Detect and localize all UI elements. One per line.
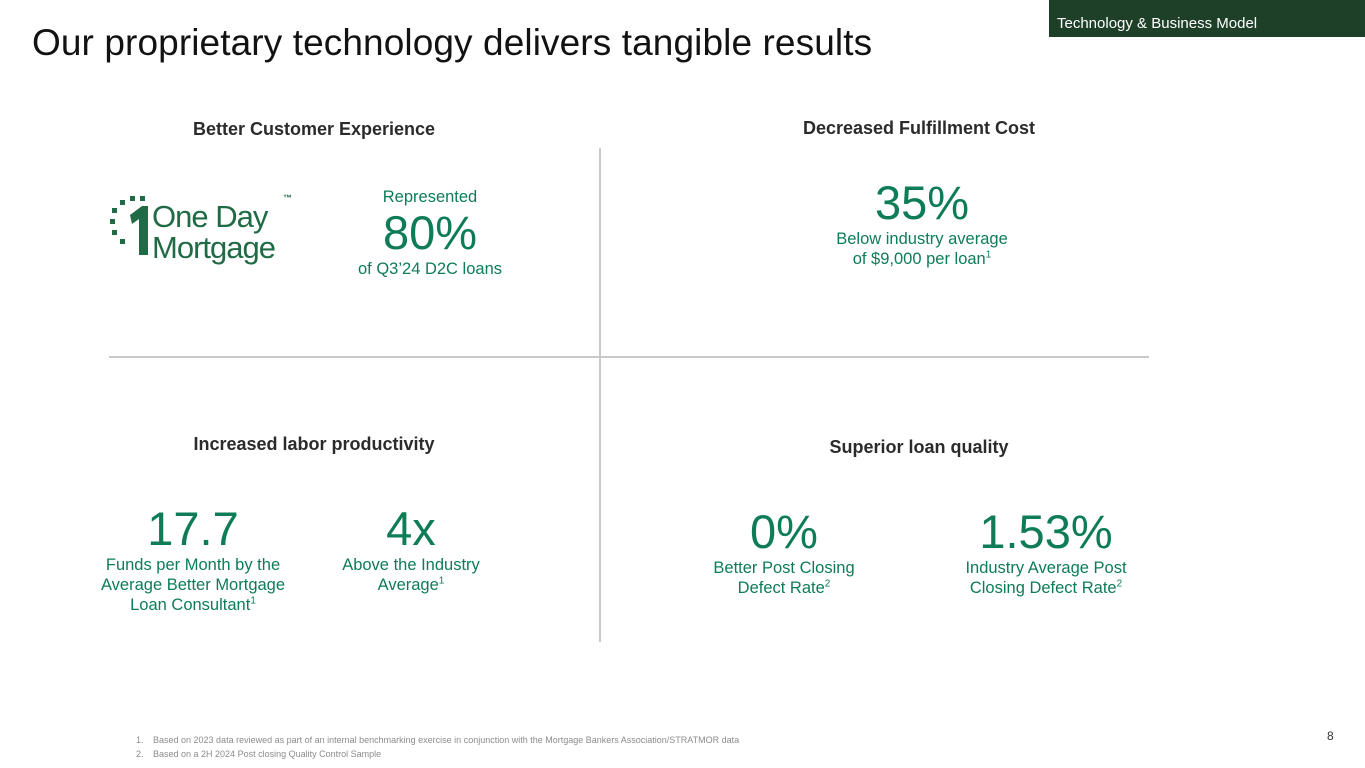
logo-trademark: ™: [283, 193, 292, 203]
loan-quality-heading: Superior loan quality: [829, 437, 1009, 457]
horizontal-divider: [109, 356, 1149, 358]
stat-above-industry: 4x Above the Industry Average1: [342, 503, 480, 595]
footnote-2: 2. Based on a 2H 2024 Post closing Qualit…: [136, 749, 382, 759]
fulfillment-cost-heading: Decreased Fulfillment Cost: [802, 118, 1036, 138]
stat-label: of Q3’24 D2C loans: [358, 260, 502, 278]
section-tag: Technology & Business Model: [1049, 0, 1365, 37]
stat-label-line1: Better Post Closing: [713, 559, 855, 577]
stat-value: 1.53%: [979, 505, 1113, 558]
stat-label-line1: Funds per Month by the: [105, 556, 281, 574]
stat-label-line1: Below industry average: [836, 230, 1008, 248]
stat-pre-label: Represented: [382, 188, 478, 206]
footnote-ref: 2: [824, 578, 831, 590]
labor-productivity-heading: Increased labor productivity: [193, 434, 435, 454]
stat-defect-rate-better: 0% Better Post Closing Defect Rate2: [713, 506, 854, 598]
stat-fulfillment-cost: 35% Below industry average of $9,000 per…: [836, 177, 1008, 269]
logo-text-line1: One Day: [152, 199, 269, 234]
stat-d2c-share: Represented 80% of Q3’24 D2C loans: [358, 187, 502, 279]
stat-value: 4x: [386, 502, 436, 555]
one-day-mortgage-logo: One Day Mortgage ™: [110, 193, 292, 265]
stat-label-line2: Closing Defect Rate2: [969, 578, 1123, 597]
one-day-mortgage-logo-icon: [110, 196, 148, 255]
footnotes: 1. Based on 2023 data reviewed as part of…: [136, 733, 739, 761]
stat-value: 80%: [382, 206, 478, 259]
footnote-1: 1. Based on 2023 data reviewed as part of…: [136, 735, 740, 745]
stat-defect-rate-industry: 1.53% Industry Average Post Closing Defe…: [965, 506, 1126, 598]
footnote-ref: 1: [250, 595, 256, 607]
stat-label-line2: of $9,000 per loan1: [852, 249, 992, 268]
logo-text-line2: Mortgage: [152, 230, 275, 265]
stat-label-line2: Average Better Mortgage: [100, 576, 286, 594]
footnote-ref: 1: [438, 575, 445, 587]
stat-label-line1: Above the Industry: [342, 556, 480, 574]
vertical-divider: [599, 148, 601, 642]
customer-experience-heading: Better Customer Experience: [192, 119, 436, 139]
stat-funds-per-month: 17.7 Funds per Month by the Average Bett…: [101, 503, 285, 615]
stat-label-line2: Average1: [377, 575, 445, 594]
footnote-ref: 1: [985, 249, 992, 261]
stat-label-line1: Industry Average Post: [965, 559, 1127, 577]
page-number: 8: [1327, 729, 1334, 743]
page-title: Our proprietary technology delivers tang…: [32, 22, 873, 63]
stat-value: 35%: [874, 176, 970, 229]
footnote-ref: 2: [1116, 578, 1123, 590]
stat-label-line3: Loan Consultant1: [130, 595, 256, 614]
stat-label-line2: Defect Rate2: [737, 578, 831, 597]
stat-value: 0%: [750, 505, 818, 558]
stat-value: 17.7: [147, 502, 239, 555]
